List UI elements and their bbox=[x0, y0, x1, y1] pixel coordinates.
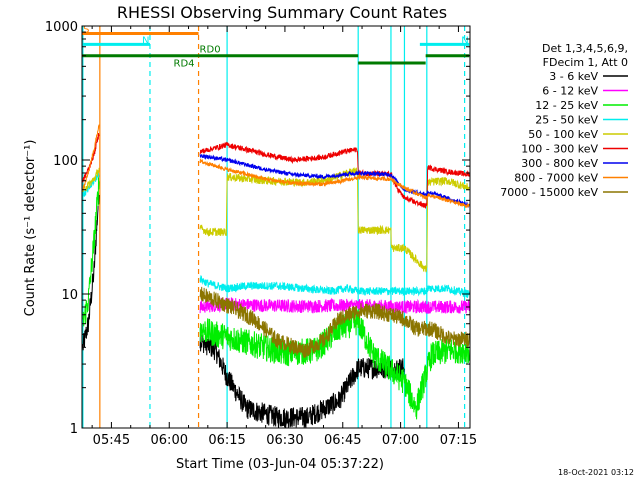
x-axis-label: Start Time (03-Jun-04 05:37:22) bbox=[176, 457, 384, 472]
x-tick-label: 05:45 bbox=[93, 433, 130, 448]
x-tick-label: 06:30 bbox=[266, 433, 303, 448]
series-800-7000-keV-kev bbox=[82, 124, 470, 209]
series-trace-segment bbox=[82, 133, 100, 183]
series-3-6-keV-kev bbox=[82, 193, 405, 429]
flag-label: RD4 bbox=[174, 59, 195, 70]
y-tick-label: 1 bbox=[70, 422, 78, 437]
series-trace-segment bbox=[199, 158, 470, 209]
x-tick-label: 06:45 bbox=[324, 433, 361, 448]
legend-entry-label: 25 - 50 keV bbox=[535, 114, 598, 127]
y-tick-label: 100 bbox=[53, 154, 78, 169]
chart-title: RHESSI Observing Summary Count Rates bbox=[117, 3, 447, 22]
legend-entry-label: 300 - 800 keV bbox=[521, 157, 598, 170]
series-trace-segment bbox=[199, 153, 470, 208]
legend-title-line-1: Det 1,3,4,5,6,9, bbox=[542, 42, 628, 55]
series-trace-segment bbox=[199, 296, 470, 314]
series-7000-15000-keV-kev bbox=[199, 286, 470, 358]
x-tick-label: 07:00 bbox=[382, 433, 419, 448]
series-trace-segment bbox=[82, 193, 100, 351]
legend-entry-label: 7000 - 15000 keV bbox=[500, 186, 598, 199]
plot-frame bbox=[81, 25, 471, 429]
y-tick-label: 1000 bbox=[45, 20, 78, 35]
flag-label: RD0 bbox=[200, 45, 221, 56]
series-trace-segment bbox=[199, 334, 405, 429]
legend-entry-label: 12 - 25 keV bbox=[535, 99, 598, 112]
series-trace-segment bbox=[199, 286, 470, 358]
series-100-300-keV-kev bbox=[82, 133, 470, 209]
legend-entry-label: 3 - 6 keV bbox=[549, 70, 598, 83]
y-tick-label: 10 bbox=[61, 288, 78, 303]
series-25-50-keV-kev bbox=[82, 172, 470, 299]
series-6-12-keV-kev bbox=[199, 296, 470, 314]
series-layer bbox=[82, 124, 470, 429]
series-12-25-keV-kev bbox=[82, 177, 470, 420]
flag-label: N bbox=[461, 35, 468, 46]
x-tick-label: 06:00 bbox=[151, 433, 188, 448]
legend-entry-label: 100 - 300 keV bbox=[521, 143, 598, 156]
legend-entry-label: 50 - 100 keV bbox=[528, 128, 598, 141]
y-axis-label: Count Rate (s⁻¹ detector⁻¹) bbox=[23, 140, 38, 317]
x-tick-label: 07:15 bbox=[440, 433, 477, 448]
plot-area: S N N RD4 RD0 05:45 06:00 06:15 06:30 06:45 07:00… bbox=[45, 20, 477, 448]
series-trace-segment bbox=[199, 309, 470, 420]
series-300-800-keV-kev bbox=[199, 153, 470, 208]
series-trace-segment bbox=[199, 141, 470, 209]
x-tick-label: 06:15 bbox=[208, 433, 245, 448]
legend-entry-label: 6 - 12 keV bbox=[542, 85, 598, 98]
series-trace-segment bbox=[199, 275, 470, 299]
legend: Det 1,3,4,5,6,9, FDecim 1, Att 0 3 - 6 k… bbox=[500, 42, 628, 199]
flag-label: S bbox=[83, 24, 89, 35]
legend-title-line-2: FDecim 1, Att 0 bbox=[543, 56, 628, 69]
legend-entry-label: 800 - 7000 keV bbox=[514, 172, 598, 185]
flag-bars: S N N RD4 RD0 bbox=[82, 24, 470, 70]
series-trace-segment bbox=[82, 172, 100, 197]
flag-label: N bbox=[142, 35, 149, 46]
timestamp-label: 18-Oct-2021 03:12 bbox=[558, 468, 634, 477]
axes: 05:45 06:00 06:15 06:30 06:45 07:00 07:15 1 10 10… bbox=[45, 20, 477, 448]
vertical-markers bbox=[82, 26, 466, 428]
series-50-100-keV-kev bbox=[82, 167, 470, 273]
